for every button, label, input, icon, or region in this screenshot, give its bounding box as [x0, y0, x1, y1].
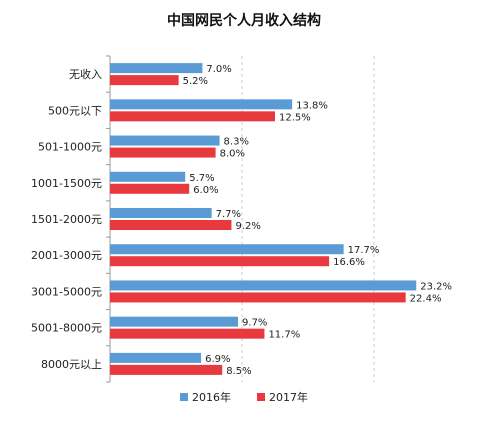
- bar-2016: [110, 280, 417, 291]
- data-label-2016: 9.7%: [242, 318, 267, 329]
- data-label-2016: 8.3%: [224, 137, 249, 148]
- category-label: 2001-3000元: [31, 249, 102, 262]
- legend-item-2017: 2017年: [257, 389, 308, 405]
- chart-title: 中国网民个人月收入结构: [167, 13, 321, 29]
- data-label-2016: 7.7%: [216, 209, 241, 220]
- data-label-2017: 6.0%: [193, 185, 218, 196]
- data-label-2016: 17.7%: [348, 245, 380, 256]
- data-label-2017: 5.2%: [183, 76, 208, 87]
- category-label: 1001-1500元: [31, 177, 102, 190]
- legend-label-2016: 2016年: [192, 391, 231, 404]
- bar-2016: [110, 352, 202, 363]
- legend-swatch-2017: [257, 393, 265, 401]
- bar-2017: [110, 111, 275, 122]
- category-label: 无收入: [69, 67, 102, 81]
- data-label-2017: 12.5%: [279, 112, 311, 123]
- category-label: 3001-5000元: [31, 285, 102, 298]
- bar-2016: [110, 99, 293, 110]
- bar-2017: [110, 183, 190, 194]
- data-label-2017: 22.4%: [410, 293, 442, 304]
- data-label-2017: 11.7%: [268, 330, 300, 341]
- bar-2016: [110, 316, 239, 327]
- category-label: 5001-8000元: [31, 322, 102, 335]
- bar-2016: [110, 171, 186, 182]
- bar-2016: [110, 135, 220, 146]
- data-label-2017: 9.2%: [235, 221, 260, 232]
- bar-2017: [110, 147, 216, 158]
- data-label-2017: 8.0%: [220, 149, 245, 160]
- legend-label-2017: 2017年: [269, 391, 308, 404]
- category-label: 1501-2000元: [31, 213, 102, 226]
- category-label: 501-1000元: [38, 141, 102, 154]
- data-label-2016: 13.8%: [296, 100, 328, 111]
- data-label-2016: 7.0%: [206, 64, 231, 75]
- bar-2016: [110, 208, 212, 218]
- data-label-2016: 6.9%: [205, 354, 230, 365]
- data-label-2017: 16.6%: [333, 257, 365, 268]
- bar-2016: [110, 63, 203, 74]
- bar-2017: [110, 256, 330, 267]
- bar-2017: [110, 328, 265, 339]
- legend-item-2016: 2016年: [180, 389, 231, 405]
- bar-2017: [110, 75, 179, 86]
- bar-2017: [110, 292, 406, 303]
- data-label-2017: 8.5%: [226, 366, 251, 377]
- category-label: 500元以下: [48, 104, 102, 117]
- category-label: 8000元以上: [41, 358, 102, 371]
- chart-legend: 2016年 2017年: [0, 389, 488, 405]
- bar-2017: [110, 220, 232, 230]
- data-label-2016: 23.2%: [420, 281, 452, 292]
- legend-swatch-2016: [180, 393, 188, 401]
- bar-2017: [110, 364, 223, 375]
- bar-2016: [110, 244, 344, 255]
- data-label-2016: 5.7%: [189, 173, 214, 184]
